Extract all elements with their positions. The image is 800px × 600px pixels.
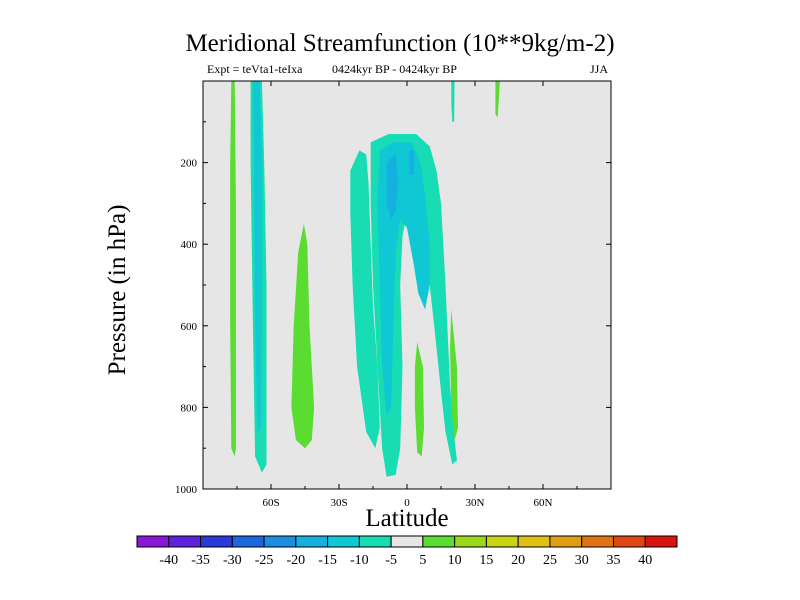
colorbar-swatch bbox=[422, 535, 456, 548]
colorbar-swatch bbox=[136, 535, 170, 548]
colorbar-label: 30 bbox=[575, 553, 589, 568]
colorbar-swatch bbox=[549, 535, 583, 548]
x-tick-label: 30N bbox=[466, 497, 485, 509]
colorbar-label: 25 bbox=[543, 553, 557, 568]
colorbar-label: -35 bbox=[191, 553, 210, 568]
contour-positive-lobe-20N bbox=[450, 309, 458, 440]
contour-negative-cell-outer bbox=[350, 150, 380, 449]
colorbar-label: 35 bbox=[606, 553, 620, 568]
colorbar-swatch bbox=[581, 535, 614, 548]
colorbar-swatch bbox=[485, 535, 519, 548]
y-tick-label: 800 bbox=[181, 402, 198, 414]
season-annotation: JJA bbox=[590, 62, 609, 76]
contour-negative-cell-core-north bbox=[409, 150, 414, 175]
colorbar-swatch bbox=[263, 535, 297, 548]
y-tick-label: 600 bbox=[181, 321, 198, 333]
colorbar-swatch bbox=[517, 535, 551, 548]
colorbar-label: 15 bbox=[479, 553, 493, 568]
contour-positive-lobe-45S bbox=[291, 223, 315, 449]
colorbar-swatch bbox=[644, 535, 678, 548]
colorbar-label: -30 bbox=[223, 553, 242, 568]
contour-negative-core-65S bbox=[252, 81, 262, 432]
colorbar-label: -10 bbox=[350, 553, 369, 568]
colorbar-swatch bbox=[358, 535, 392, 548]
chart-title: Meridional Streamfunction (10**9kg/m-2) bbox=[185, 30, 615, 57]
x-tick-label: 30S bbox=[330, 497, 347, 509]
y-tick-label: 1000 bbox=[175, 484, 198, 496]
colorbar-label: -25 bbox=[255, 553, 274, 568]
y-tick-label: 400 bbox=[181, 239, 198, 251]
colorbar-label: 40 bbox=[638, 553, 652, 568]
experiment-annotation: Expt = teVta1-teIxa bbox=[207, 62, 303, 76]
colorbar-label: 5 bbox=[419, 553, 426, 568]
colorbar-swatch bbox=[168, 535, 202, 548]
colorbar-label: -40 bbox=[159, 553, 178, 568]
x-tick-label: 60S bbox=[262, 497, 279, 509]
colorbar-swatch bbox=[231, 535, 265, 548]
colorbar-swatch bbox=[612, 535, 646, 548]
colorbar-label: -20 bbox=[286, 553, 305, 568]
contour-positive-lobe-5N bbox=[414, 342, 424, 457]
colorbar-label: 10 bbox=[448, 553, 462, 568]
y-tick-label: 200 bbox=[181, 158, 198, 170]
contour-negative-band-20N-upper bbox=[451, 81, 455, 122]
period-annotation: 0424kyr BP - 0424kyr BP bbox=[332, 62, 457, 76]
colorbar-swatch bbox=[200, 535, 233, 548]
x-tick-label: 0 bbox=[404, 497, 410, 509]
contour-positive-band-75S bbox=[230, 81, 236, 457]
colorbar-swatch bbox=[390, 535, 424, 548]
x-axis-label: Latitude bbox=[365, 505, 449, 532]
colorbar-swatch bbox=[327, 535, 360, 548]
colorbar-label: -15 bbox=[318, 553, 337, 568]
x-tick-label: 60N bbox=[534, 497, 553, 509]
colorbar-label: -5 bbox=[385, 553, 397, 568]
colorbar-swatch bbox=[454, 535, 487, 548]
colorbar-swatch bbox=[295, 535, 329, 548]
contour-negative-cell-core bbox=[386, 154, 398, 220]
contour-positive-band-40N-upper bbox=[495, 81, 500, 118]
colorbar-label: 20 bbox=[511, 553, 525, 568]
